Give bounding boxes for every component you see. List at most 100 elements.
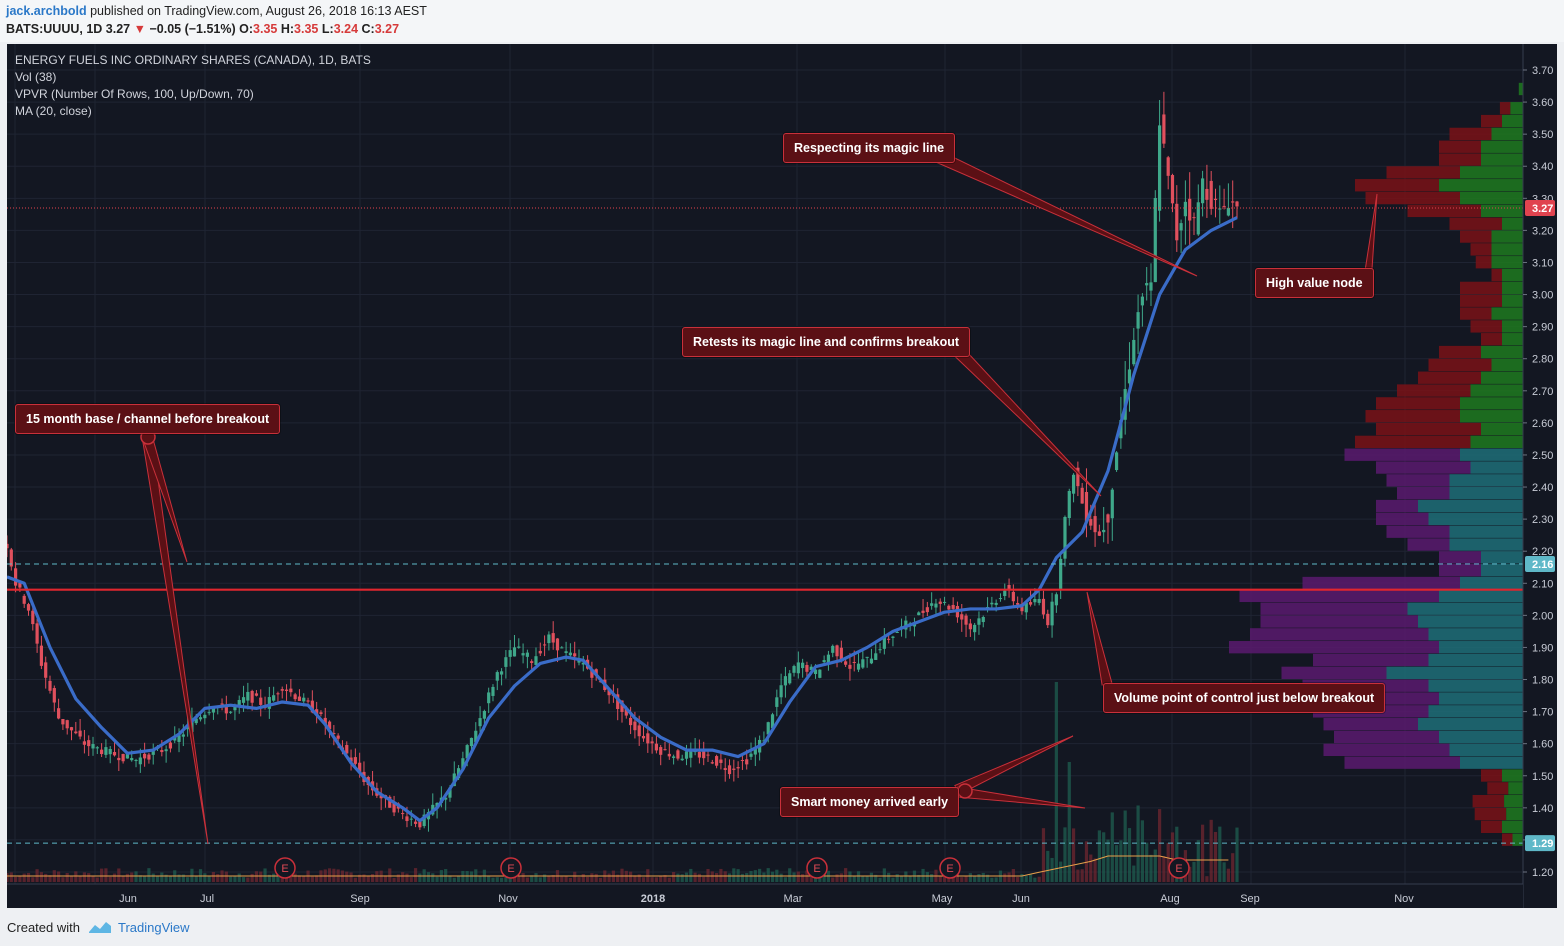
price-change: −0.05 (−1.51%): [149, 22, 236, 36]
vpvr-bar-down: [1376, 397, 1460, 410]
volume-bar: [1188, 866, 1192, 882]
candle-body: [151, 750, 155, 755]
volume-bar: [487, 876, 491, 882]
candle-body: [629, 717, 633, 726]
candle-body: [869, 658, 874, 664]
volume-bar: [942, 874, 947, 882]
candle-body: [951, 604, 955, 609]
volume-bar: [452, 877, 456, 882]
candle-body: [164, 749, 168, 752]
candle-body: [1213, 198, 1218, 201]
candle-body: [246, 691, 250, 701]
volume-bar: [401, 872, 405, 882]
candle-body: [517, 646, 521, 648]
vpvr-bar-down: [1439, 551, 1481, 564]
volume-bar: [801, 874, 805, 882]
price-tick-label: 2.40: [1532, 482, 1553, 494]
legend-volume[interactable]: Vol (38): [15, 70, 57, 84]
price-tick-label: 2.50: [1532, 450, 1553, 462]
candle-body: [508, 650, 512, 657]
price-tick-label: 3.40: [1532, 161, 1553, 173]
vpvr-bar-down: [1323, 718, 1418, 731]
vpvr-bar-up: [1512, 833, 1523, 846]
candle-body: [564, 651, 568, 654]
volume-bar: [405, 873, 409, 882]
vpvr-bar-up: [1460, 166, 1523, 179]
legend-ma[interactable]: MA (20, close): [15, 104, 92, 118]
volume-bar: [740, 873, 745, 882]
candle-body: [349, 757, 353, 762]
volume-bar: [835, 874, 839, 882]
vpvr-bar-down: [1344, 448, 1460, 461]
volume-bar: [702, 876, 706, 882]
volume-bar: [869, 872, 874, 882]
vpvr-bar-down: [1460, 294, 1502, 307]
volume-bar: [1033, 877, 1037, 882]
volume-bar: [964, 876, 968, 882]
note-smart-money[interactable]: Smart money arrived early: [780, 787, 960, 817]
price-tick-label: 3.20: [1532, 225, 1553, 237]
vpvr-bar-down: [1474, 807, 1507, 821]
candle-body: [1162, 114, 1166, 144]
volume-bar: [409, 877, 413, 882]
candle-body: [1046, 613, 1050, 626]
vpvr-bar-up: [1449, 474, 1523, 487]
volume-bar: [160, 872, 164, 882]
vpvr-bar-down: [1355, 179, 1439, 192]
volume-bar: [465, 871, 469, 882]
volume-bar: [87, 873, 91, 882]
note-magic-line[interactable]: Respecting its magic line: [783, 133, 956, 163]
candle-body: [491, 686, 495, 696]
volume-bar: [564, 876, 568, 882]
candle-body: [770, 714, 775, 729]
volume-bar: [263, 868, 267, 882]
candle-body: [203, 714, 207, 719]
candle-body: [878, 649, 882, 651]
candle-body: [168, 742, 173, 749]
candle-body: [130, 758, 134, 761]
volume-bar: [469, 871, 474, 882]
volume-bar: [1063, 827, 1067, 882]
volume-bar: [358, 874, 362, 882]
note-high-value-node[interactable]: High value node: [1255, 268, 1374, 298]
candle-body: [1037, 599, 1041, 603]
symbol-label: BATS:UUUU, 1D: [6, 22, 103, 36]
vpvr-bar-up: [1502, 268, 1523, 282]
author-link[interactable]: jack.archbold: [6, 4, 87, 18]
candle-body: [839, 647, 843, 661]
price-chart[interactable]: E E E E E3.703.603.503.403.303.203.103.002.9…: [7, 44, 1557, 908]
candle-body: [813, 669, 818, 675]
tradingview-link[interactable]: TradingView: [118, 920, 190, 935]
volume-bar: [39, 872, 44, 882]
candle-body: [465, 745, 469, 759]
volume-bar: [680, 874, 684, 882]
vpvr-bar-down: [1313, 653, 1429, 667]
chart-pane[interactable]: E E E E E 3.70 3.60 3.50 3.40 3.30 3.20 3.10 3.00 2.9…: [7, 44, 1557, 908]
volume-bar: [69, 875, 74, 882]
earnings-marker: [939, 857, 961, 879]
candle-body: [1170, 175, 1175, 204]
volume-bar: [672, 871, 676, 882]
volume-bar: [719, 868, 723, 882]
volume-bar: [1114, 845, 1119, 882]
legend-vpvr[interactable]: VPVR (Number Of Rows, 100, Up/Down, 70): [15, 87, 254, 101]
volume-bar: [297, 875, 302, 882]
candle-body: [353, 757, 357, 764]
note-retest[interactable]: Retests its magic line and confirms brea…: [682, 327, 971, 357]
candle-body: [478, 718, 482, 727]
volume-bar: [1067, 762, 1071, 882]
candle-body: [1059, 558, 1063, 589]
vpvr-bar-down: [1397, 487, 1450, 500]
candle-body: [689, 749, 693, 758]
price-label-text: 1.29: [1532, 838, 1553, 850]
vpvr-bar-up: [1508, 782, 1523, 795]
vpvr-bar-down: [1439, 153, 1481, 166]
volume-bar: [1054, 682, 1058, 882]
volume-bar: [594, 873, 598, 882]
vpvr-bar-down: [1355, 435, 1471, 449]
note-point-of-control[interactable]: Volume point of control just below break…: [1103, 683, 1386, 713]
note-base-channel[interactable]: 15 month base / channel before breakout: [15, 404, 281, 434]
volume-bar: [155, 875, 160, 882]
volume-bar: [177, 874, 181, 882]
volume-bar: [899, 876, 904, 882]
